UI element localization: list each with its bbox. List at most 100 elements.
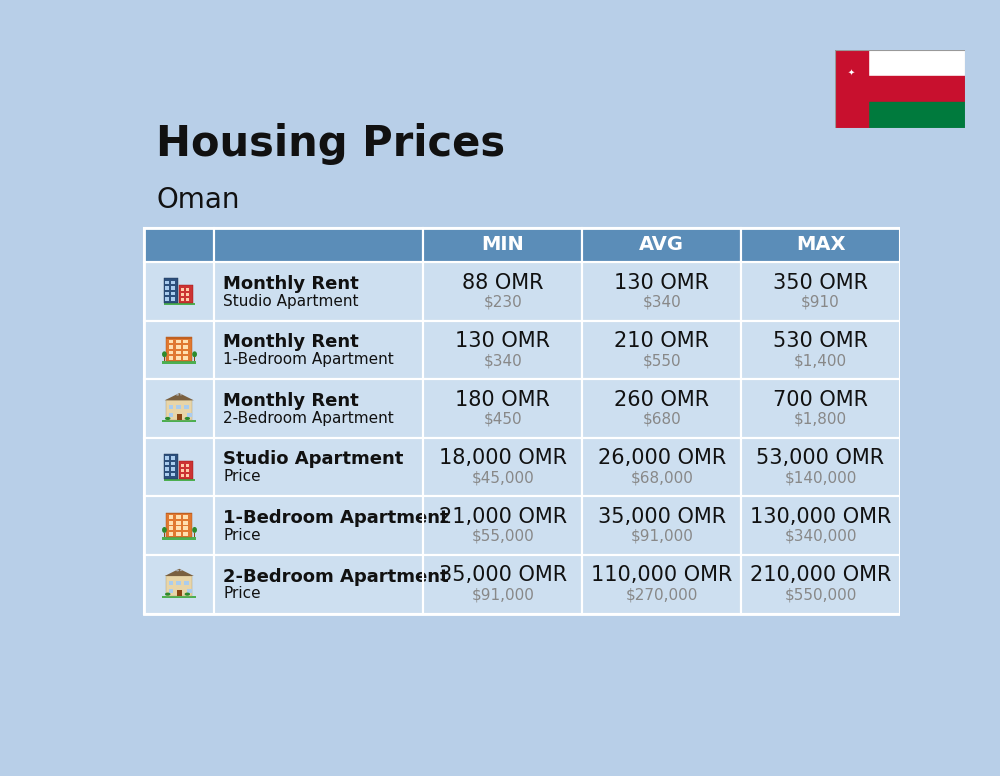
- Ellipse shape: [192, 352, 197, 357]
- Bar: [169, 345, 173, 349]
- Bar: [176, 532, 181, 535]
- Text: 260 OMR: 260 OMR: [614, 390, 709, 410]
- Bar: [171, 456, 175, 459]
- Bar: [179, 461, 193, 479]
- Bar: [741, 262, 900, 320]
- Bar: [179, 286, 193, 303]
- Bar: [741, 497, 900, 555]
- Bar: [169, 351, 173, 355]
- Bar: [165, 297, 169, 300]
- Bar: [423, 320, 582, 379]
- Ellipse shape: [165, 417, 170, 420]
- Ellipse shape: [162, 527, 167, 533]
- Text: 35,000 OMR: 35,000 OMR: [598, 507, 726, 527]
- Bar: [214, 262, 423, 320]
- Bar: [423, 227, 582, 262]
- Bar: [144, 497, 214, 555]
- Bar: [186, 293, 189, 296]
- Bar: [741, 555, 900, 614]
- Ellipse shape: [192, 527, 197, 533]
- Bar: [214, 497, 423, 555]
- Bar: [169, 405, 173, 409]
- Text: $550: $550: [642, 353, 681, 369]
- Bar: [176, 515, 181, 519]
- Text: 18,000 OMR: 18,000 OMR: [439, 449, 567, 468]
- Text: Studio Apartment: Studio Apartment: [223, 450, 404, 469]
- Bar: [169, 413, 173, 417]
- Text: $340,000: $340,000: [784, 529, 857, 544]
- Text: $68,000: $68,000: [630, 470, 693, 486]
- Bar: [183, 351, 188, 355]
- Text: $55,000: $55,000: [471, 529, 534, 544]
- Polygon shape: [165, 393, 194, 400]
- Text: $550,000: $550,000: [784, 587, 857, 602]
- Text: 21,000 OMR: 21,000 OMR: [439, 507, 567, 527]
- Ellipse shape: [185, 417, 190, 420]
- Bar: [186, 288, 189, 291]
- Bar: [187, 413, 192, 417]
- Bar: [741, 320, 900, 379]
- Text: Housing Prices: Housing Prices: [156, 123, 505, 165]
- Text: $450: $450: [484, 412, 522, 427]
- Ellipse shape: [176, 570, 179, 571]
- Bar: [183, 345, 188, 349]
- Text: $680: $680: [642, 412, 681, 427]
- Bar: [176, 405, 181, 409]
- Text: 130 OMR: 130 OMR: [455, 331, 550, 351]
- Bar: [194, 357, 195, 362]
- Text: 53,000 OMR: 53,000 OMR: [757, 449, 885, 468]
- Bar: [868, 76, 965, 102]
- Bar: [166, 513, 192, 537]
- Bar: [181, 293, 184, 296]
- Bar: [165, 467, 169, 471]
- Bar: [181, 473, 184, 476]
- Bar: [171, 473, 175, 476]
- Bar: [582, 262, 741, 320]
- Text: $91,000: $91,000: [471, 587, 534, 602]
- Text: ✦: ✦: [848, 68, 855, 76]
- Bar: [176, 580, 181, 585]
- Bar: [423, 438, 582, 497]
- Text: $45,000: $45,000: [471, 470, 534, 486]
- Bar: [166, 513, 192, 514]
- Ellipse shape: [165, 593, 170, 596]
- Bar: [835, 50, 868, 128]
- Bar: [164, 479, 195, 481]
- Bar: [741, 227, 900, 262]
- Bar: [162, 420, 196, 422]
- Bar: [144, 262, 214, 320]
- Bar: [214, 379, 423, 438]
- Text: Studio Apartment: Studio Apartment: [223, 293, 359, 309]
- Bar: [214, 320, 423, 379]
- Bar: [164, 454, 178, 479]
- Bar: [181, 464, 184, 466]
- Bar: [169, 340, 173, 343]
- Text: 350 OMR: 350 OMR: [773, 272, 868, 293]
- Text: Price: Price: [223, 469, 261, 484]
- Bar: [741, 438, 900, 497]
- Bar: [166, 576, 192, 596]
- Text: 210,000 OMR: 210,000 OMR: [750, 566, 891, 585]
- Bar: [171, 467, 175, 471]
- Text: 130,000 OMR: 130,000 OMR: [750, 507, 891, 527]
- Bar: [165, 456, 169, 459]
- Text: 26,000 OMR: 26,000 OMR: [598, 449, 726, 468]
- Bar: [144, 438, 214, 497]
- Ellipse shape: [162, 352, 167, 357]
- Bar: [214, 555, 423, 614]
- Text: Monthly Rent: Monthly Rent: [223, 333, 359, 352]
- Bar: [176, 351, 181, 355]
- Bar: [183, 526, 188, 530]
- Bar: [183, 356, 188, 360]
- Bar: [194, 532, 195, 537]
- Ellipse shape: [176, 394, 179, 396]
- Text: MAX: MAX: [796, 235, 845, 255]
- Bar: [183, 515, 188, 519]
- Bar: [187, 588, 192, 593]
- Bar: [144, 320, 214, 379]
- Text: Price: Price: [223, 528, 261, 542]
- Bar: [144, 555, 214, 614]
- Text: 2-Bedroom Apartment: 2-Bedroom Apartment: [223, 567, 449, 586]
- Bar: [423, 262, 582, 320]
- Text: 1-Bedroom Apartment: 1-Bedroom Apartment: [223, 352, 394, 367]
